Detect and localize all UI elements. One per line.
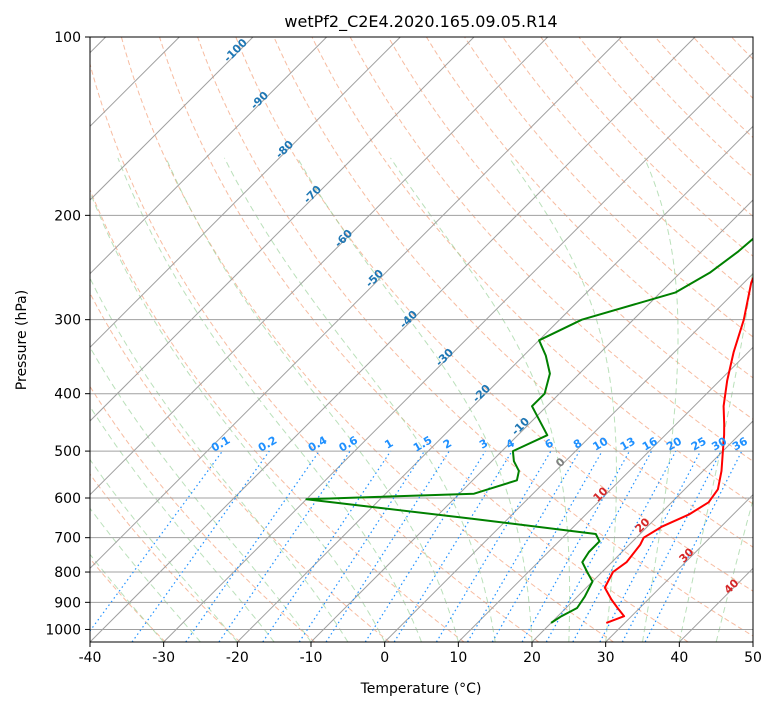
moist-adiabat bbox=[90, 346, 312, 642]
mixing-ratio-line bbox=[491, 450, 603, 642]
x-tick-label: -40 bbox=[79, 650, 102, 666]
y-tick-label: 200 bbox=[54, 208, 81, 224]
isotherm bbox=[90, 37, 401, 349]
isotherm bbox=[531, 420, 753, 642]
moist-adiabat bbox=[642, 157, 679, 642]
temperature-line bbox=[603, 275, 753, 624]
isotherm bbox=[90, 37, 475, 422]
x-tick-label: 0 bbox=[380, 650, 389, 666]
dry-adiabat bbox=[90, 292, 390, 642]
y-tick-label: 600 bbox=[54, 491, 81, 507]
x-axis-label: Temperature (°C) bbox=[360, 681, 482, 697]
mixing-ratio-line bbox=[435, 450, 552, 642]
moist-adiabat bbox=[508, 157, 617, 642]
y-tick-label: 400 bbox=[54, 387, 81, 403]
dry-adiabat bbox=[464, 37, 753, 338]
y-tick-label: 800 bbox=[54, 565, 81, 581]
isotherm bbox=[163, 51, 753, 642]
x-tick-label: 50 bbox=[744, 650, 762, 666]
isotherm bbox=[384, 272, 753, 642]
dry-adiabat bbox=[90, 385, 316, 642]
moist-adiabat bbox=[296, 157, 533, 642]
moist-adiabat bbox=[390, 157, 571, 642]
dry-adiabat bbox=[197, 37, 753, 637]
mixing-ratio-line bbox=[131, 450, 270, 642]
y-tick-label: 700 bbox=[54, 531, 81, 547]
mixing-ratio-line bbox=[298, 450, 425, 642]
isotherm bbox=[90, 37, 622, 570]
x-tick-label: -10 bbox=[300, 650, 323, 666]
dewpoint-line bbox=[305, 237, 753, 624]
isotherm bbox=[90, 37, 328, 275]
y-tick-label: 500 bbox=[54, 444, 81, 460]
y-tick-label: 300 bbox=[54, 313, 81, 329]
dry-adiabat bbox=[235, 37, 753, 592]
mixing-ratio-line bbox=[185, 450, 320, 642]
isotherm bbox=[457, 346, 753, 642]
dry-adiabat bbox=[90, 62, 540, 642]
x-tick-label: 40 bbox=[670, 650, 688, 666]
y-tick-label: 1000 bbox=[45, 622, 81, 638]
mixing-ratio-line bbox=[466, 450, 580, 642]
dry-adiabat bbox=[349, 37, 753, 462]
y-tick-label: 900 bbox=[54, 595, 81, 611]
dry-adiabat bbox=[159, 37, 689, 642]
profile-lines bbox=[305, 237, 753, 624]
mixing-ratio-line bbox=[325, 450, 450, 642]
x-tick-label: -20 bbox=[226, 650, 249, 666]
dry-adiabat bbox=[425, 37, 753, 379]
mixing-ratio-line bbox=[393, 450, 513, 642]
chart-title: wetPf2_C2E4.2020.165.09.05.R14 bbox=[284, 12, 557, 32]
isotherm bbox=[310, 199, 753, 642]
y-axis-label: Pressure (hPa) bbox=[14, 290, 30, 390]
axis-ticks: -40 -30 -20 -10 0 10 20 30 40 50 100 200 300 400 500 60… bbox=[45, 30, 762, 666]
plot-frame bbox=[89, 36, 754, 643]
dry-adiabat bbox=[120, 37, 614, 642]
x-tick-label: 20 bbox=[523, 650, 541, 666]
mixing-ratio-line bbox=[521, 450, 631, 642]
x-tick-label: 30 bbox=[597, 650, 615, 666]
moist-adiabat bbox=[90, 277, 349, 642]
mixing-ratio-line bbox=[572, 450, 677, 642]
x-tick-label: -30 bbox=[152, 650, 175, 666]
dry-adiabat bbox=[90, 557, 166, 642]
isotherm bbox=[90, 37, 696, 642]
isotherm bbox=[90, 37, 549, 496]
background-lines bbox=[90, 37, 753, 642]
dry-adiabat bbox=[273, 37, 753, 548]
isotherm bbox=[605, 493, 753, 642]
x-tick-label: 10 bbox=[449, 650, 467, 666]
dry-adiabat bbox=[90, 473, 241, 642]
mixing-ratio-line bbox=[545, 450, 653, 642]
y-tick-label: 100 bbox=[54, 30, 81, 46]
dry-adiabat bbox=[90, 188, 465, 642]
isotherm bbox=[90, 37, 254, 201]
mixing-ratio-line bbox=[364, 450, 486, 642]
